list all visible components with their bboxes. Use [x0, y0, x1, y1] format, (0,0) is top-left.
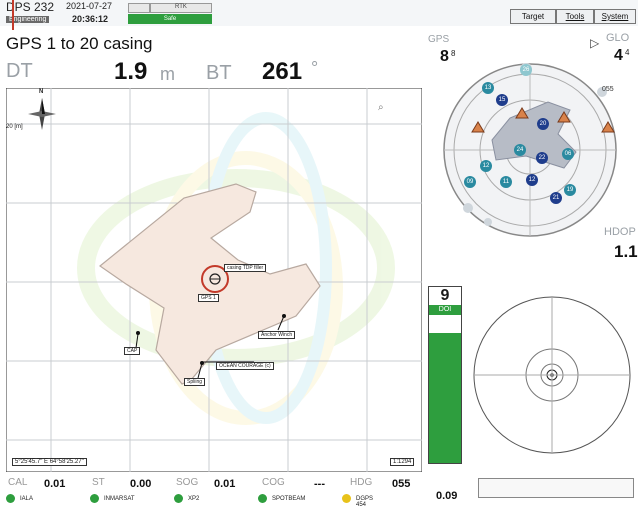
dt-label: DT [6, 60, 33, 82]
iala-status-icon [6, 494, 15, 503]
dt-unit: m [160, 64, 175, 84]
date: 2021-07-27 [66, 1, 113, 11]
st-value: 0.00 [130, 478, 152, 490]
sat-15[interactable]: 15 [496, 94, 508, 106]
marker-line [12, 0, 14, 30]
sat-22[interactable]: 22 [536, 152, 548, 164]
mode-badge[interactable]: Engineering [6, 16, 50, 23]
position-plot[interactable] [466, 286, 632, 464]
gps-count-sup: 8 [451, 49, 456, 58]
bt-value: 261 [262, 58, 303, 85]
page-title: GPS 1 to 20 casing [6, 34, 153, 53]
xp2-status-icon [174, 494, 183, 503]
sat-24[interactable]: 24 [514, 144, 526, 156]
vessel-label[interactable]: OCEAN COURAGE (c) [216, 362, 274, 370]
coordinates-readout: 5°25'45.7" E 64°58'25.27" [12, 458, 87, 466]
message-box[interactable] [478, 478, 634, 498]
sat-26[interactable]: 26 [520, 64, 532, 76]
top-bar: DPS 232 2021-07-27 Engineering 20:36:12 … [0, 0, 638, 30]
map-canvas[interactable] [5, 87, 423, 473]
safe-status: Safe [128, 14, 212, 24]
sat-13[interactable]: 13 [482, 82, 494, 94]
glo-label: GLO [606, 32, 630, 44]
zoom-icon[interactable]: ⌕ [378, 102, 384, 113]
scale-readout: 1:1294 [390, 458, 415, 466]
dt-value: 1.9 [114, 58, 148, 85]
cal-value: 0.01 [44, 478, 66, 490]
satellite-layer: 13 15 20 12 06 24 22 09 26 11 12 19 21 0… [440, 60, 620, 240]
gps-label[interactable]: GPS 1 [198, 294, 219, 302]
menu-target[interactable]: Target [510, 9, 556, 24]
sat-20[interactable]: 20 [537, 118, 549, 130]
spotbeam-label: SPOTBEAM [272, 496, 306, 502]
system-name: DPS 232 [6, 0, 55, 14]
st-label: ST [92, 477, 105, 488]
gps-label: GPS [428, 34, 450, 45]
cursor-icon: ▷ [590, 36, 600, 50]
inmarsat-label: INMARSAT [104, 496, 135, 502]
casing-label[interactable]: casing TDP filler [224, 264, 267, 272]
status-indicator [128, 3, 150, 13]
sat-12b[interactable]: 12 [526, 174, 538, 186]
bt-unit: ° [311, 58, 319, 78]
sat-11[interactable]: 11 [500, 176, 512, 188]
anchor-winch-label[interactable]: Anchor Winch [258, 331, 296, 339]
north-label: N [39, 89, 44, 95]
sog-value: 0.01 [214, 478, 236, 490]
sat-06[interactable]: 06 [562, 148, 574, 160]
hdg-value: 055 [392, 478, 411, 490]
iala-label: IALA [20, 496, 34, 502]
time: 20:36:12 [72, 14, 109, 24]
vessel-shape[interactable] [99, 183, 321, 385]
bt-label: BT [206, 62, 232, 84]
glo-count: 4 [614, 47, 623, 64]
dgps-label: DGPS 454 [356, 496, 374, 508]
sog-label: SOG [176, 477, 199, 488]
hdg-label: HDG [350, 477, 373, 488]
cog-label: COG [262, 477, 285, 488]
compass-rose-icon [22, 92, 62, 136]
doi-fill [429, 333, 461, 463]
range-label: 20 [m] [6, 124, 23, 130]
cap-label[interactable]: CAP [124, 347, 141, 355]
hdop-label: HDOP [604, 226, 636, 238]
sat-21[interactable]: 21 [550, 192, 562, 204]
spotbeam-status-icon [258, 494, 267, 503]
menu-system[interactable]: System [594, 9, 636, 24]
heading-mark: 055 [602, 86, 614, 93]
cal-label: CAL [8, 477, 28, 488]
rtk-status: RTK [150, 3, 212, 13]
doi-label: DOI [429, 305, 461, 315]
sat-09[interactable]: 09 [464, 176, 476, 188]
map-view[interactable]: N 20 [m] ⌕ casing TDP filler GPS 1 CAP A… [5, 87, 423, 473]
xp2-label: XP2 [188, 496, 200, 502]
inmarsat-status-icon [90, 494, 99, 503]
target-ring[interactable] [201, 265, 229, 293]
doi-bottom-value: 0.09 [436, 490, 458, 502]
dgps-status-icon [342, 494, 351, 503]
gps-count: 8 [440, 48, 449, 65]
cog-value: --- [314, 478, 325, 490]
doi-value: 9 [429, 287, 461, 305]
menu-tools[interactable]: Tools [556, 9, 594, 24]
glo-count-sup: 4 [625, 48, 630, 57]
sat-12[interactable]: 12 [480, 160, 492, 172]
doi-gauge: 9 DOI [428, 286, 462, 464]
sat-19[interactable]: 19 [564, 184, 576, 196]
hdop-value: 1.1 [614, 242, 638, 261]
spliing-label[interactable]: Spliing [184, 378, 206, 386]
